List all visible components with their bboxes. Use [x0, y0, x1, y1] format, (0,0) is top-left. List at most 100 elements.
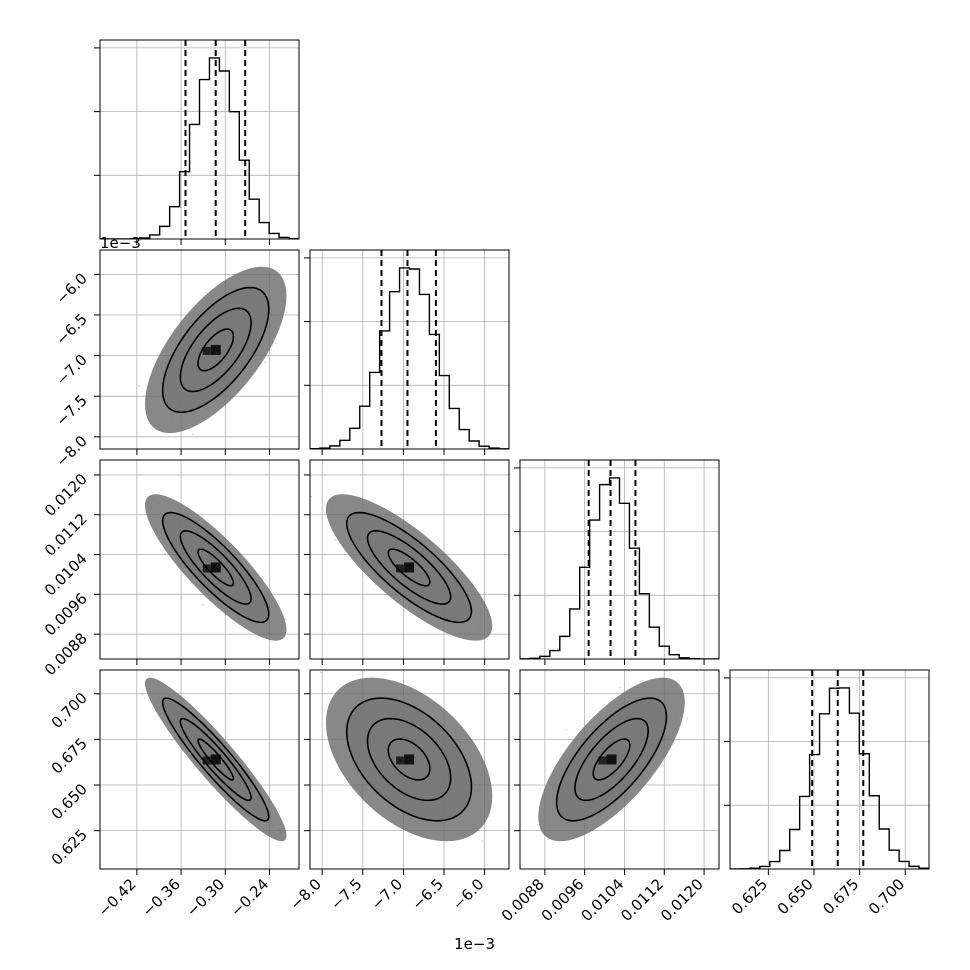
x-tick-label: −7.0 [368, 875, 406, 913]
contour-line-0 [387, 548, 431, 587]
contour-line-1 [366, 717, 452, 802]
panel-frame [309, 669, 510, 870]
sample-point [275, 342, 277, 345]
contour-line-1 [366, 530, 452, 605]
x-tick-label: −7.5 [327, 875, 365, 913]
y-offset-label: 1e−3 [100, 234, 141, 252]
contour-line-1 [179, 530, 252, 605]
x-tick-label: −0.24 [227, 875, 272, 920]
sample-point [164, 553, 167, 555]
density-core [598, 756, 607, 765]
density-core [210, 344, 221, 355]
y-tick-label: 0.0112 [41, 510, 91, 560]
contour-line-2 [555, 697, 668, 822]
y-tick-label: −8.0 [52, 432, 90, 470]
histogram-step [730, 687, 929, 869]
sample-point [264, 361, 267, 364]
contour-line-2 [345, 511, 473, 624]
sample-point [202, 603, 204, 606]
sample-point [334, 538, 337, 541]
y-tick-label: 0.0104 [41, 550, 91, 600]
sample-point [137, 385, 140, 387]
contour-line-0 [197, 328, 235, 372]
density-core [202, 346, 211, 355]
y-tick-label: −7.0 [52, 351, 90, 389]
panel-frame [309, 459, 510, 660]
panel-frame [309, 249, 510, 450]
hist-panel-2 [514, 459, 720, 665]
x-tick-label: 0.0088 [498, 875, 548, 925]
density-core [404, 754, 415, 765]
sample-point [310, 495, 313, 498]
x-tick-label: −0.36 [139, 875, 184, 920]
scatter-panel-1-0: −8.0−7.5−7.0−6.5−6.0 1e−3 [52, 234, 300, 470]
x-tick-label: 0.0096 [538, 875, 588, 925]
panel-frame [519, 669, 720, 870]
histogram-step [520, 477, 719, 659]
x-tick-label: 0.0120 [657, 875, 707, 925]
histogram-step [310, 267, 509, 449]
y-tick-label: 0.700 [48, 689, 91, 732]
x-tick-label: −0.42 [94, 875, 139, 920]
sample-point [192, 433, 194, 436]
y-tick-label: 0.675 [48, 734, 91, 777]
contour-line-0 [197, 738, 235, 781]
sample-point [565, 728, 568, 731]
sample-point [141, 693, 144, 696]
x-tick-label: 0.0112 [617, 875, 667, 925]
hist-panel-1 [304, 249, 510, 455]
contour-line-0 [592, 738, 631, 781]
density-core [210, 562, 221, 573]
sample-point [686, 717, 689, 720]
sample-point [148, 675, 151, 677]
contour-line-0 [197, 548, 235, 587]
contour-line-2 [161, 697, 270, 822]
panel-frame [99, 249, 300, 450]
sample-point [320, 671, 323, 674]
panel-frame [729, 669, 930, 870]
sample-point [662, 764, 665, 767]
contour-line-1 [574, 717, 649, 802]
x-tick-label: −0.30 [183, 875, 228, 920]
contour-line-1 [179, 307, 252, 393]
y-tick-label: 0.625 [48, 826, 91, 869]
density-core [404, 562, 415, 573]
sample-point [618, 686, 621, 689]
panel-frame [519, 459, 720, 660]
y-tick-label: 0.0096 [41, 589, 91, 639]
contour-line-1 [179, 717, 252, 802]
x-offset-label: 1e−3 [454, 935, 495, 953]
density-core [396, 564, 405, 573]
y-tick-label: 0.0120 [41, 470, 91, 520]
x-tick-label: −6.0 [449, 875, 487, 913]
contour-line-0 [387, 738, 431, 781]
y-tick-label: −7.5 [52, 391, 90, 429]
panel-frame [99, 459, 300, 660]
scatter-panel-3-1: −8.0 −7.5 −7.0 −6.5 −6.0 1e−3 [287, 669, 510, 953]
density-core [210, 754, 221, 765]
x-tick-label: 0.625 [728, 875, 771, 918]
density-core [606, 754, 617, 765]
x-tick-label: 0.0104 [577, 875, 627, 925]
y-tick-label: 0.0088 [41, 629, 91, 679]
x-tick-label: 0.700 [865, 875, 908, 918]
hist-panel-3: 0.625 0.650 0.675 0.700 [724, 669, 930, 918]
y-tick-label: 0.650 [48, 780, 91, 823]
y-tick-label: −6.5 [52, 310, 90, 348]
panel-frame [99, 669, 300, 870]
density-core [202, 756, 211, 765]
x-tick-label: 0.650 [774, 875, 817, 918]
density-core [396, 756, 405, 765]
sample-point [481, 840, 484, 843]
contour-line-2 [161, 286, 270, 414]
x-tick-label: −6.5 [408, 875, 446, 913]
scatter-panel-2-1 [304, 459, 510, 665]
hist-panel-0 [94, 39, 300, 245]
y-tick-label: −6.0 [52, 269, 90, 307]
sample-point [205, 291, 207, 294]
contour-line-2 [161, 511, 270, 624]
